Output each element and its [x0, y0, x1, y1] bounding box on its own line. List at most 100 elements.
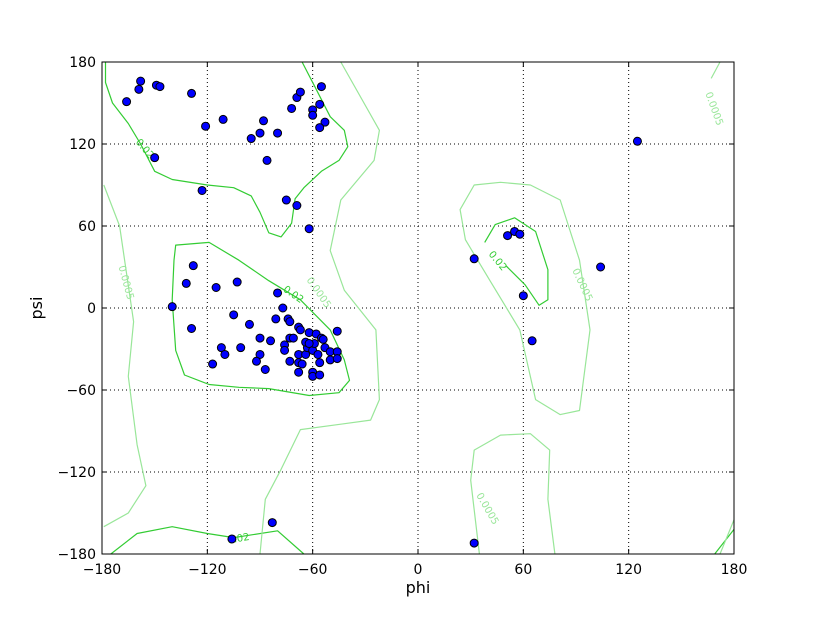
data-point — [332, 354, 342, 364]
data-point — [271, 314, 281, 324]
data-point — [287, 103, 297, 113]
data-point — [229, 310, 239, 320]
x-tick-label: 60 — [514, 562, 532, 578]
y-tick-label: −180 — [58, 547, 96, 563]
y-axis-label: psi — [27, 297, 46, 320]
data-point — [208, 359, 218, 369]
contour-line-0.0005 — [459, 181, 591, 416]
y-tick-label: 180 — [69, 55, 96, 71]
data-point — [278, 303, 288, 313]
data-point — [150, 153, 160, 163]
y-tick-label: −60 — [66, 383, 96, 399]
data-point — [218, 114, 228, 124]
points — [122, 76, 642, 548]
data-point — [273, 128, 283, 138]
data-point — [315, 123, 325, 133]
data-point — [122, 97, 132, 107]
contour-label: 0.0005 — [702, 91, 724, 128]
data-point — [187, 324, 197, 333]
data-point — [316, 82, 326, 92]
x-tick-label: 120 — [615, 562, 642, 578]
data-point — [315, 370, 325, 380]
data-point — [294, 367, 304, 377]
data-point — [260, 365, 270, 374]
data-point — [313, 349, 323, 359]
contour-label: 0.0005 — [569, 267, 594, 303]
data-point — [197, 185, 207, 195]
data-point — [304, 224, 314, 234]
grid — [101, 61, 735, 555]
x-tick-label: −60 — [298, 562, 328, 578]
data-point — [315, 358, 325, 368]
data-point — [288, 333, 298, 343]
contour-line-0.0005 — [719, 519, 735, 555]
contour-line-0.0005 — [470, 433, 556, 555]
contour-label: 0.02 — [486, 249, 509, 273]
data-point — [295, 325, 305, 335]
data-point — [297, 359, 307, 369]
data-point — [255, 349, 265, 359]
data-point — [136, 76, 146, 86]
contour-line-0.02 — [714, 529, 735, 555]
data-point — [515, 229, 525, 239]
data-point — [187, 88, 197, 98]
contour-line-0.0005 — [259, 61, 380, 555]
data-point — [255, 128, 265, 138]
contour-line-0.02 — [484, 217, 549, 306]
contour-label: 0.0005 — [304, 275, 333, 310]
data-point — [201, 121, 211, 131]
data-point — [246, 134, 256, 144]
data-point — [134, 84, 144, 94]
data-point — [267, 518, 277, 528]
data-point — [266, 336, 276, 346]
data-point — [315, 99, 325, 109]
data-point — [227, 534, 237, 544]
contour-line-0.02 — [171, 241, 351, 397]
data-point — [188, 261, 198, 271]
ticks: −180 −120 −60 0 60 120 180 −180 −120 −60 0 60 120 180 — [58, 55, 748, 578]
y-tick-label: −120 — [58, 465, 96, 481]
data-point — [280, 345, 290, 355]
data-point — [596, 262, 606, 272]
data-point — [167, 302, 177, 312]
data-point — [285, 317, 295, 327]
data-point — [285, 356, 295, 366]
data-point — [304, 339, 314, 349]
data-point — [281, 195, 291, 205]
x-axis-label: phi — [406, 578, 431, 597]
data-point — [503, 231, 513, 241]
data-point — [251, 356, 261, 366]
data-point — [527, 336, 537, 346]
x-tick-label: −180 — [83, 562, 121, 578]
data-point — [518, 291, 528, 301]
data-point — [244, 319, 254, 329]
data-point — [262, 155, 272, 165]
data-point — [155, 82, 165, 92]
contour-line-0.02 — [110, 526, 305, 555]
x-tick-label: −120 — [188, 562, 226, 578]
data-point — [181, 278, 191, 288]
contour-label: 0.0005 — [473, 491, 500, 527]
data-point — [469, 538, 479, 548]
data-point — [236, 343, 246, 353]
data-point — [259, 116, 269, 126]
data-point — [273, 288, 283, 298]
data-point — [332, 326, 342, 336]
y-tick-label: 0 — [87, 301, 96, 317]
data-point — [211, 283, 221, 292]
data-point — [232, 277, 242, 287]
data-point — [320, 117, 330, 127]
contour-line-0.0005 — [710, 61, 721, 79]
contour-label: 0.02 — [281, 284, 306, 306]
data-point — [308, 110, 318, 120]
contour-line-0.0005 — [103, 184, 147, 528]
y-tick-label: 60 — [78, 219, 96, 235]
data-point — [220, 349, 230, 359]
data-point — [292, 201, 302, 210]
y-tick-label: 120 — [69, 137, 96, 153]
x-tick-label: 180 — [721, 562, 748, 578]
data-point — [318, 334, 328, 344]
data-point — [632, 136, 642, 146]
contour-line-0.02 — [104, 61, 349, 238]
